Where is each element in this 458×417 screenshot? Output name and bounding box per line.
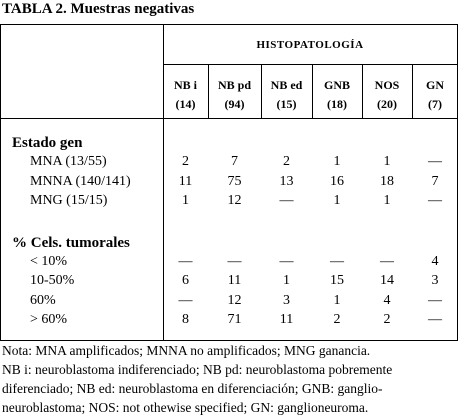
rule (208, 64, 209, 118)
rule (362, 64, 363, 118)
row-label: MNA (13/55) (30, 154, 107, 169)
note-line: diferenciado; NB ed: neuroblastoma en di… (2, 381, 383, 396)
cell: 7 (431, 173, 439, 189)
cell: — (380, 253, 394, 269)
cell: — (178, 292, 193, 308)
cell: 15 (330, 273, 344, 288)
cell: — (227, 253, 242, 269)
cell: — (428, 193, 442, 208)
cell: 75 (227, 173, 242, 189)
note-line: Nota: MNA amplificados; MNNA no amplific… (2, 343, 371, 358)
column-header: (15) (276, 97, 297, 111)
column-header: NB i (173, 78, 198, 92)
cell: 71 (227, 312, 242, 327)
cell: — (428, 292, 442, 308)
rule (163, 64, 458, 65)
row-label: MNG (15/15) (30, 193, 108, 208)
note-line: neuroblastoma; NOS: not othewise specifi… (2, 400, 369, 415)
rule (412, 64, 413, 118)
column-header: GNB (323, 78, 351, 92)
note-line: NB i: neuroblastoma indiferenciado; NB p… (2, 362, 393, 377)
cell: 1 (333, 154, 341, 169)
cell: 1 (383, 193, 391, 208)
section-label: % Cels. tumorales (12, 234, 130, 251)
column-header: (20) (377, 97, 397, 111)
column-header: NB pd (217, 78, 252, 92)
cell: 1 (333, 292, 341, 308)
cell: — (428, 154, 442, 169)
cell: 3 (431, 273, 439, 288)
cell: — (279, 193, 294, 208)
cell: 2 (333, 312, 341, 327)
rule (0, 340, 458, 341)
column-header: (18) (327, 97, 347, 111)
section-label: Estado gen (12, 135, 83, 151)
row-label: 10-50% (30, 273, 75, 288)
row-label: 60% (30, 292, 56, 308)
rule (0, 24, 458, 25)
cell: 14 (380, 273, 394, 288)
cell: 11 (227, 273, 242, 288)
row-label: MNNA (140/141) (30, 173, 131, 189)
cell: 4 (431, 253, 439, 269)
column-header: (94) (224, 97, 245, 111)
cell: 1 (283, 273, 290, 288)
column-header: NOS (374, 78, 400, 92)
cell: 8 (182, 312, 189, 327)
cell: 12 (227, 292, 242, 308)
column-header: (14) (175, 97, 196, 111)
cell: 7 (231, 154, 238, 169)
rule (0, 24, 1, 341)
rule (261, 64, 262, 118)
cell: 11 (279, 312, 294, 327)
cell: — (178, 253, 193, 269)
row-label: > 60% (30, 312, 68, 327)
cell: 12 (227, 193, 242, 208)
rule (163, 24, 164, 341)
table-title: TABLA 2. Muestras negativas (2, 1, 195, 17)
cell: 1 (182, 193, 189, 208)
row-label: < 10% (30, 253, 68, 269)
cell: 2 (283, 154, 290, 169)
cell: 4 (383, 292, 391, 308)
column-header: GN (426, 78, 444, 92)
cell: 16 (330, 173, 344, 189)
cell: 2 (182, 154, 189, 169)
column-header: NB ed (270, 78, 303, 92)
cell: 6 (182, 273, 189, 288)
cell: 2 (383, 312, 391, 327)
cell: 3 (283, 292, 290, 308)
rule (0, 118, 458, 119)
cell: 13 (279, 173, 294, 189)
cell: 1 (383, 154, 391, 169)
cell: 18 (380, 173, 394, 189)
column-header: (7) (428, 97, 442, 111)
cell: 11 (178, 173, 193, 189)
group-header: HISTOPATOLOGÍA (256, 39, 364, 51)
cell: — (428, 312, 442, 327)
rule (312, 64, 313, 118)
cell: 1 (333, 193, 341, 208)
cell: — (279, 253, 294, 269)
cell: — (330, 253, 344, 269)
